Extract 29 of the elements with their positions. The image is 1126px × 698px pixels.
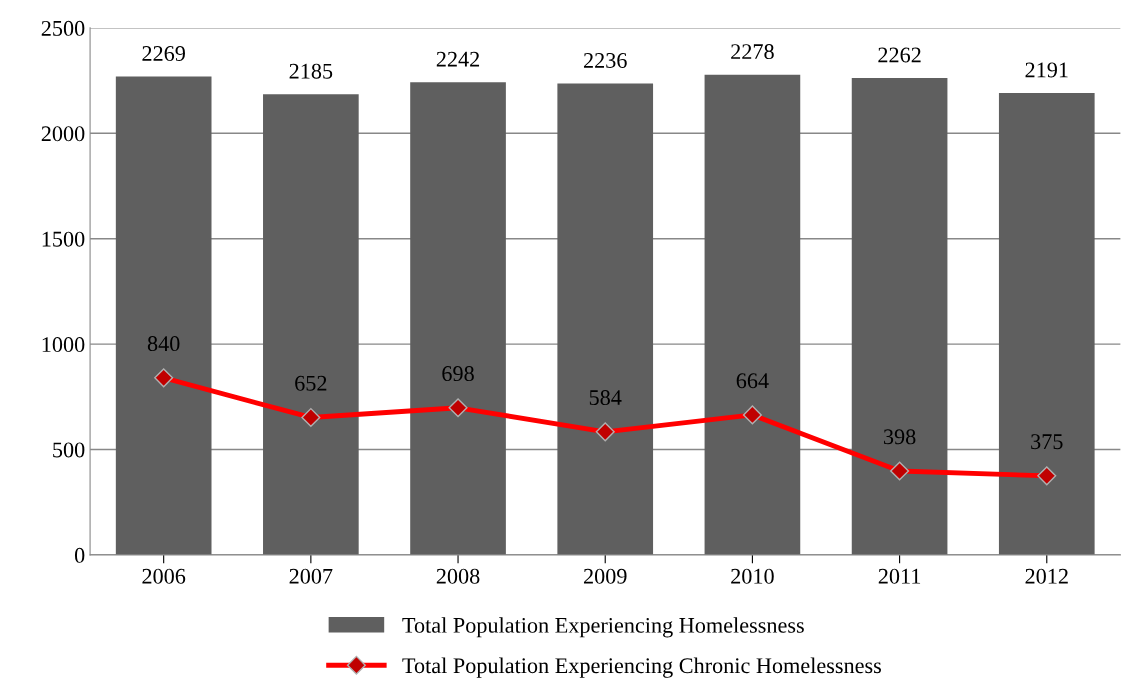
data-label: 2242 — [436, 51, 480, 67]
x-tick-label: 2010 — [731, 568, 774, 584]
x-tick-label: 2006 — [142, 568, 186, 584]
y-tick-label: 2000 — [41, 126, 85, 142]
data-label: 2262 — [878, 47, 921, 63]
data-label: 652 — [295, 375, 327, 391]
x-tick-label: 2009 — [583, 568, 627, 584]
y-tick-label: 2500 — [41, 20, 85, 36]
y-tick-label: 500 — [53, 442, 85, 458]
data-label: 840 — [147, 336, 180, 352]
x-tick-label: 2011 — [878, 568, 921, 584]
y-tick-label: 1500 — [42, 231, 85, 247]
data-label: 2185 — [289, 63, 333, 79]
data-label: 2191 — [1025, 62, 1068, 78]
data-label: 2278 — [731, 44, 774, 60]
data-label: 664 — [736, 373, 769, 389]
y-tick-label: 1000 — [42, 337, 85, 353]
y-tick-label: 0 — [74, 547, 85, 563]
data-label: 375 — [1031, 434, 1063, 450]
x-tick-label: 2007 — [289, 568, 333, 584]
x-tick-label: 2008 — [436, 568, 480, 584]
legend-label: Total Population Experiencing Chronic Homelessness — [402, 657, 881, 678]
data-label: 698 — [442, 366, 474, 382]
data-label: 584 — [589, 390, 622, 406]
data-label: 2236 — [583, 53, 627, 68]
legend-label: Total Population Experiencing Homelessness — [402, 617, 804, 638]
x-tick-label: 2012 — [1025, 568, 1068, 584]
data-label: 2269 — [142, 46, 185, 61]
data-label: 398 — [883, 429, 916, 445]
